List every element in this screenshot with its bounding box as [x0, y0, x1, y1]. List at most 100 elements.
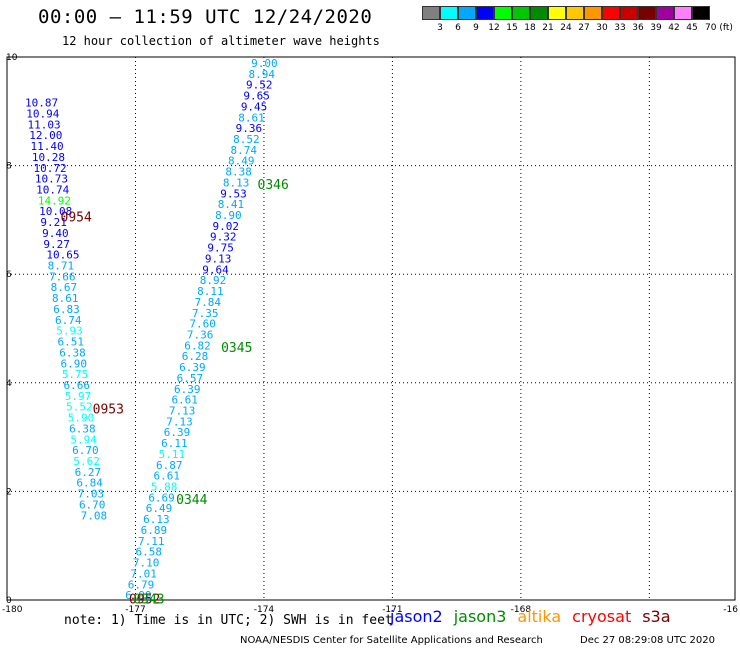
wave-height-value: 6.87 [156, 459, 183, 472]
wave-height-value: 6.49 [146, 502, 173, 515]
footer-timestamp: Dec 27 08:29:08 UTC 2020 [580, 635, 715, 646]
wave-height-value: 7.11 [138, 535, 165, 548]
wave-height-value: 6.79 [128, 578, 155, 591]
wave-height-value: 10.74 [36, 183, 69, 196]
wave-height-value: 6.51 [58, 336, 85, 349]
wave-height-value: 7.13 [169, 404, 196, 417]
color-scale-label: 27 [578, 23, 590, 33]
legend-s3a: s3a [642, 607, 671, 626]
wave-height-value: 6.28 [182, 350, 209, 363]
color-swatch [458, 6, 476, 20]
wave-height-value: 8.92 [200, 274, 227, 287]
wave-height-value: 9.53 [220, 187, 247, 200]
wave-height-value: 6.39 [174, 383, 201, 396]
color-scale-label: 18 [524, 23, 536, 33]
wave-height-value: 8.61 [238, 111, 265, 124]
color-swatch [512, 6, 530, 20]
wave-height-value: 5.75 [62, 368, 89, 381]
color-scale-label: 3 [437, 23, 443, 33]
wave-height-value: 10.08 [39, 205, 72, 218]
color-scale-label: 21 [542, 23, 554, 33]
wave-height-value: 7.60 [189, 318, 216, 331]
y-tick-label: 10 [6, 53, 18, 63]
wave-height-value: 10.65 [46, 249, 79, 262]
wave-height-value: 5.94 [70, 433, 97, 446]
x-tick-label: -180 [2, 605, 23, 615]
wave-height-value: 6.89 [141, 524, 168, 537]
wave-height-value: 8.13 [223, 176, 250, 189]
color-swatch [476, 6, 494, 20]
wave-height-value: 6.39 [164, 426, 191, 439]
wave-height-value: 12.00 [29, 129, 62, 142]
time-labels: 0954 0953 0952 0346 0345 0344 0343 [61, 178, 289, 607]
wave-height-value: 7.03 [78, 488, 105, 501]
wave-height-value: 9.40 [42, 227, 69, 240]
color-scale-label: 6 [455, 23, 461, 33]
wave-height-value: 6.84 [76, 477, 103, 490]
color-swatch [440, 6, 458, 20]
plot-axes [6, 56, 736, 601]
wave-height-value: 9.27 [43, 238, 70, 251]
wave-height-value: 7.35 [192, 307, 219, 320]
wave-height-value: 6.66 [64, 379, 90, 392]
wave-height-value: 7.10 [133, 557, 160, 570]
x-tick-label: -177 [125, 605, 145, 615]
wave-height-value: 5.88 [151, 481, 178, 494]
color-swatch [620, 6, 638, 20]
wave-height-value: 9.00 [251, 57, 278, 70]
wave-height-value: 7.66 [49, 270, 75, 283]
pass-time-label: 0346 [258, 178, 289, 193]
pass-time-label: 0343 [133, 592, 164, 607]
y-tick-label: 4 [6, 379, 12, 389]
plot-grid [7, 57, 735, 600]
wave-height-value: 8.41 [218, 198, 245, 211]
footer-credit: NOAA/NESDIS Center for Satellite Applica… [240, 635, 543, 646]
color-swatch [692, 6, 710, 20]
x-tick-label: -168 [511, 605, 532, 615]
wave-height-value: 7.08 [81, 509, 108, 522]
wave-height-value: 5.52 [66, 401, 93, 414]
wave-height-value: 9.02 [213, 220, 240, 233]
color-scale-label: 12 [488, 23, 500, 33]
wave-height-value: 5.11 [159, 448, 186, 461]
y-tick-label: 0 [6, 596, 12, 606]
wave-height-value: 8.49 [228, 155, 255, 168]
color-swatch [422, 6, 440, 20]
pass-time-label: 0954 [61, 211, 92, 226]
legend-cryosat: cryosat [572, 607, 632, 626]
x-tick-label: -16 [723, 605, 738, 615]
wave-height-value: 6.61 [153, 470, 180, 483]
color-swatch [494, 6, 512, 20]
y-tick-label: 8 [6, 162, 12, 172]
wave-height-value: 6.57 [177, 372, 204, 385]
wave-height-value: 8.74 [231, 144, 258, 157]
wave-height-value: 8.11 [197, 285, 224, 298]
color-scale-label: 39 [650, 23, 662, 33]
wave-height-value: 7.01 [130, 567, 157, 580]
color-swatch [548, 6, 566, 20]
wave-height-value: 10.87 [25, 97, 58, 110]
color-swatch [656, 6, 674, 20]
wave-height-value: 9.64 [202, 263, 229, 276]
wave-height-value: 8.61 [52, 292, 79, 305]
wave-height-value: 7.36 [187, 328, 214, 341]
pass-time-label: 0952 [129, 592, 160, 607]
wave-height-value: 6.70 [79, 498, 106, 511]
wave-height-value: 8.38 [225, 166, 252, 179]
wave-height-value: 6.99 [125, 589, 151, 602]
color-swatch [674, 6, 692, 20]
wave-height-value: 6.70 [72, 444, 99, 457]
color-scale-label: 45 [686, 23, 698, 33]
x-tick-label: -174 [254, 605, 275, 615]
wave-height-value: 9.52 [246, 79, 273, 92]
color-scale-label: 36 [632, 23, 644, 33]
color-swatch [638, 6, 656, 20]
wave-height-value: 6.90 [61, 357, 88, 370]
legend-jason3: jason3 [453, 607, 507, 626]
wave-height-value: 8.90 [215, 209, 242, 222]
wave-height-value: 9.65 [243, 90, 269, 103]
satellite-legend: jason2 jason3 altika cryosat s3a [390, 607, 671, 626]
y-tick-label: 2 [6, 487, 12, 497]
wave-height-value: 6.38 [69, 422, 96, 435]
wave-height-value: 7.84 [195, 296, 222, 309]
